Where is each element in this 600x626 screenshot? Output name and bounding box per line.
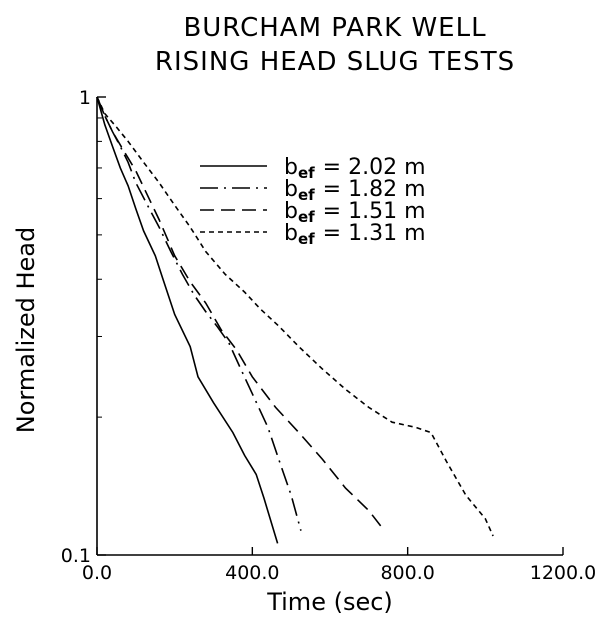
chart-title: BURCHAM PARK WELL RISING HEAD SLUG TESTS [155,13,515,77]
y-axis-label: Normalized Head [12,227,40,433]
legend-symbol: b [284,155,298,180]
legend-value: = 1.51 m [323,199,426,224]
legend-symbol: b [284,177,298,202]
series-line-4 [96,96,494,537]
x-tick-label: 0.0 [82,562,112,584]
legend-value: = 1.31 m [323,221,426,246]
chart-title-line-1: BURCHAM PARK WELL [183,13,486,43]
x-tick-label: 1200.0 [530,562,596,584]
legend-subscript: ef [298,230,315,248]
legend-symbol: b [284,221,298,246]
axes [96,97,563,556]
x-tick-label: 400.0 [225,562,279,584]
y-tick-label: 1 [79,87,91,109]
legend-subscript: ef [298,186,315,204]
legend-value: = 2.02 m [323,155,426,180]
series-line-3 [96,96,386,532]
series-line-1 [96,96,279,544]
x-tick-label: 800.0 [380,562,434,584]
series-line-2 [96,96,302,531]
legend-label-1: bef = 2.02 m [284,155,426,182]
legend-label-2: bef = 1.82 m [284,177,426,204]
legend-symbol: b [284,199,298,224]
x-axis-label: Time (sec) [266,588,393,616]
legend-value: = 1.82 m [323,177,426,202]
y-tick-label: 0.1 [61,545,91,567]
chart-title-line-2: RISING HEAD SLUG TESTS [155,47,515,77]
legend-label-4: bef = 1.31 m [284,221,426,248]
legend-label-3: bef = 1.51 m [284,199,426,226]
x-axis-ticks: 0.0 400.0 800.0 1200.0 [82,547,596,584]
legend-subscript: ef [298,164,315,182]
series-layer [96,96,494,544]
y-axis-ticks: 10.1 [61,87,106,567]
legend-subscript: ef [298,208,315,226]
